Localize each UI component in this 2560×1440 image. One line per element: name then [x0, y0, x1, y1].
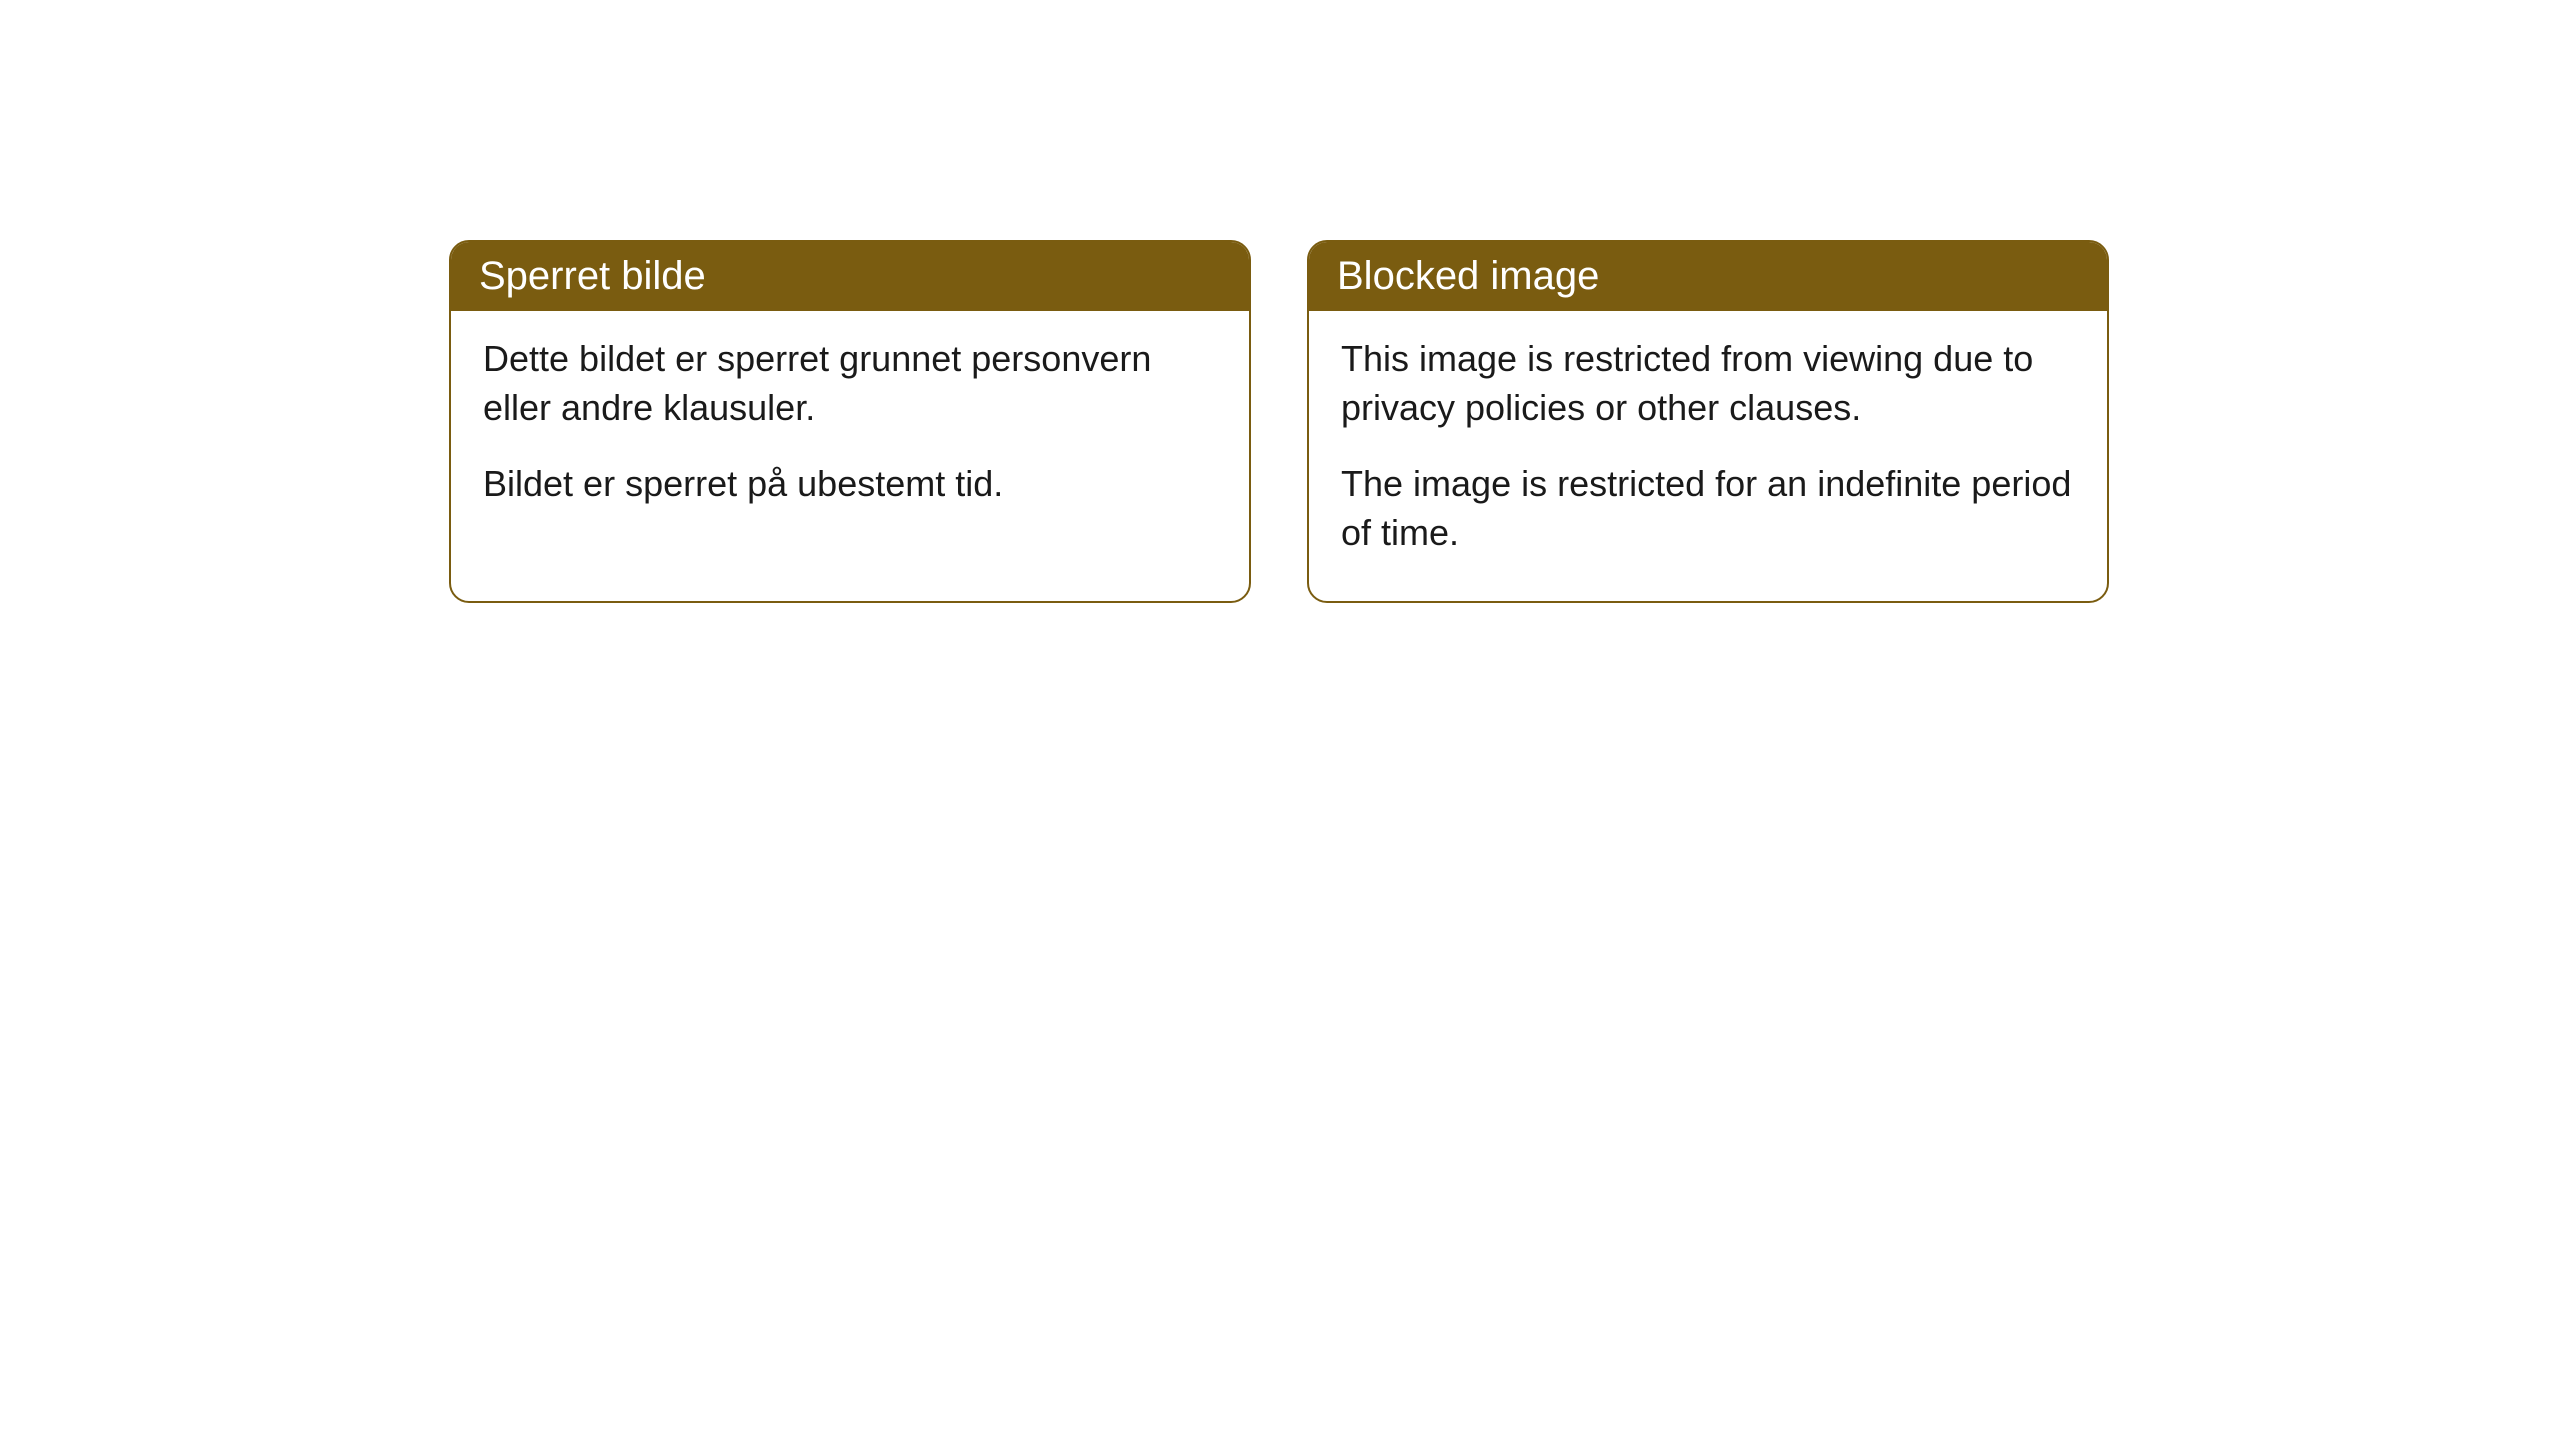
card-body: This image is restricted from viewing du…: [1309, 311, 2107, 601]
card-title: Blocked image: [1337, 254, 1599, 298]
card-paragraph: The image is restricted for an indefinit…: [1341, 460, 2075, 557]
card-header: Sperret bilde: [451, 242, 1249, 311]
card-body: Dette bildet er sperret grunnet personve…: [451, 311, 1249, 553]
notice-card-norwegian: Sperret bilde Dette bildet er sperret gr…: [449, 240, 1251, 603]
card-title: Sperret bilde: [479, 254, 706, 298]
card-paragraph: This image is restricted from viewing du…: [1341, 335, 2075, 432]
notice-container: Sperret bilde Dette bildet er sperret gr…: [449, 240, 2109, 603]
notice-card-english: Blocked image This image is restricted f…: [1307, 240, 2109, 603]
card-header: Blocked image: [1309, 242, 2107, 311]
card-paragraph: Dette bildet er sperret grunnet personve…: [483, 335, 1217, 432]
card-paragraph: Bildet er sperret på ubestemt tid.: [483, 460, 1217, 509]
